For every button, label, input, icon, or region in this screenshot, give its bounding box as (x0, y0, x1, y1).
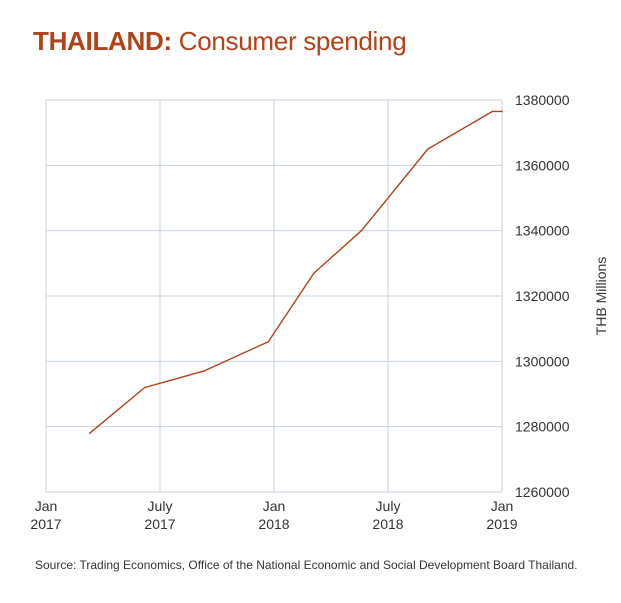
data-point (267, 340, 270, 343)
y-tick-label: 1300000 (515, 353, 570, 369)
data-point (360, 229, 363, 232)
x-tick-label-line: July (148, 498, 173, 514)
chart-title: THAILAND: Consumer spending (33, 26, 407, 57)
x-tick-label-line: 2019 (486, 516, 517, 532)
data-point (491, 110, 494, 113)
x-tick-label-line: Jan (35, 498, 58, 514)
y-tick-label: 1360000 (515, 157, 570, 173)
data-point (501, 110, 503, 113)
x-tick-label-line: 2018 (258, 516, 289, 532)
series-line (88, 110, 503, 434)
data-point (202, 370, 205, 372)
x-tick-label-line: Jan (263, 498, 286, 514)
x-tick-label: Jan 2018 (258, 498, 289, 532)
y-axis-title: THB Millions (593, 257, 609, 336)
grid-layer (45, 99, 503, 493)
x-tick-label: July 2018 (372, 498, 403, 532)
y-tick-label: 1380000 (515, 92, 570, 108)
series-layer (88, 110, 503, 435)
label-layer: 1260000 1280000 1300000 1320000 1340000 13600… (30, 92, 609, 532)
x-tick-label: Jan 2017 (30, 498, 61, 532)
y-tick-label: 1340000 (515, 223, 570, 239)
source-note: Source: Trading Economics, Office of the… (35, 558, 578, 572)
chart-title-subject: Consumer spending (178, 26, 407, 56)
x-tick-label-line: July (376, 498, 401, 514)
x-tick-label-line: 2017 (30, 516, 61, 532)
x-tick-label-line: 2017 (144, 516, 175, 532)
x-tick-label-line: 2018 (372, 516, 403, 532)
data-point (88, 432, 91, 435)
y-tick-label: 1320000 (515, 288, 570, 304)
y-tick-label: 1260000 (515, 484, 570, 500)
data-point (427, 148, 429, 150)
x-tick-label: Jan 2019 (486, 498, 517, 532)
chart-title-country: THAILAND: (33, 26, 172, 56)
y-tick-label: 1280000 (515, 419, 570, 435)
x-tick-label: July 2017 (144, 498, 175, 532)
data-point (144, 386, 146, 389)
data-point (313, 272, 315, 274)
x-tick-label-line: Jan (491, 498, 514, 514)
